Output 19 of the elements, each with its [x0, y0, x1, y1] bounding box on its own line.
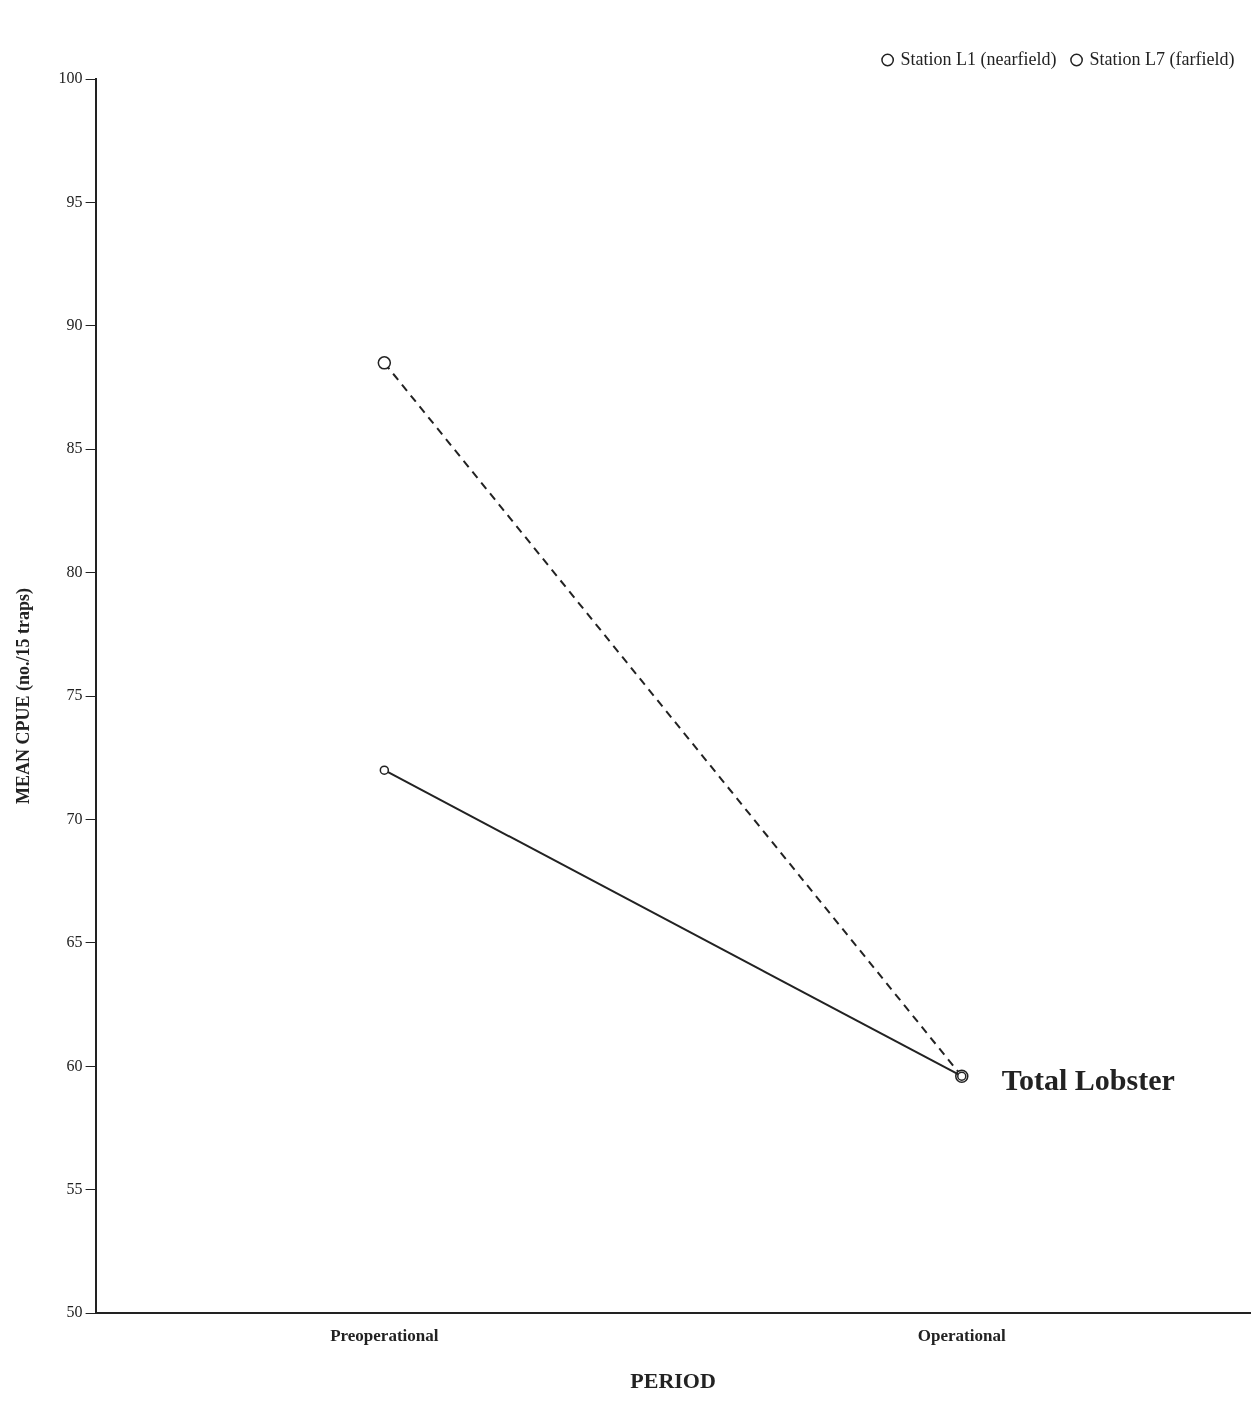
- annotation: Total Lobster: [1001, 1062, 1175, 1096]
- y-tick-label: 80: [66, 562, 83, 580]
- y-tick-label: 100: [58, 69, 83, 87]
- y-tick-label: 75: [66, 686, 83, 704]
- x-tick-label: Operational: [917, 1325, 1006, 1345]
- y-tick-label: 60: [66, 1056, 83, 1074]
- legend-label: Station L1 (nearfield): [900, 48, 1057, 70]
- y-axis-title: MEAN CPUE (no./15 traps): [13, 588, 35, 805]
- x-tick-label: Preoperational: [330, 1325, 439, 1345]
- y-tick-label: 55: [66, 1179, 83, 1197]
- legend-label: Station L7 (farfield): [1089, 48, 1235, 70]
- y-tick-label: 65: [66, 933, 83, 951]
- y-tick-label: 70: [66, 809, 83, 827]
- y-tick-label: 50: [66, 1303, 83, 1321]
- x-axis-title: PERIOD: [630, 1368, 716, 1394]
- point: [379, 765, 390, 775]
- y-tick-label: 85: [66, 439, 83, 457]
- y-tick-label: 90: [66, 316, 83, 334]
- y-tick-label: 95: [66, 192, 83, 210]
